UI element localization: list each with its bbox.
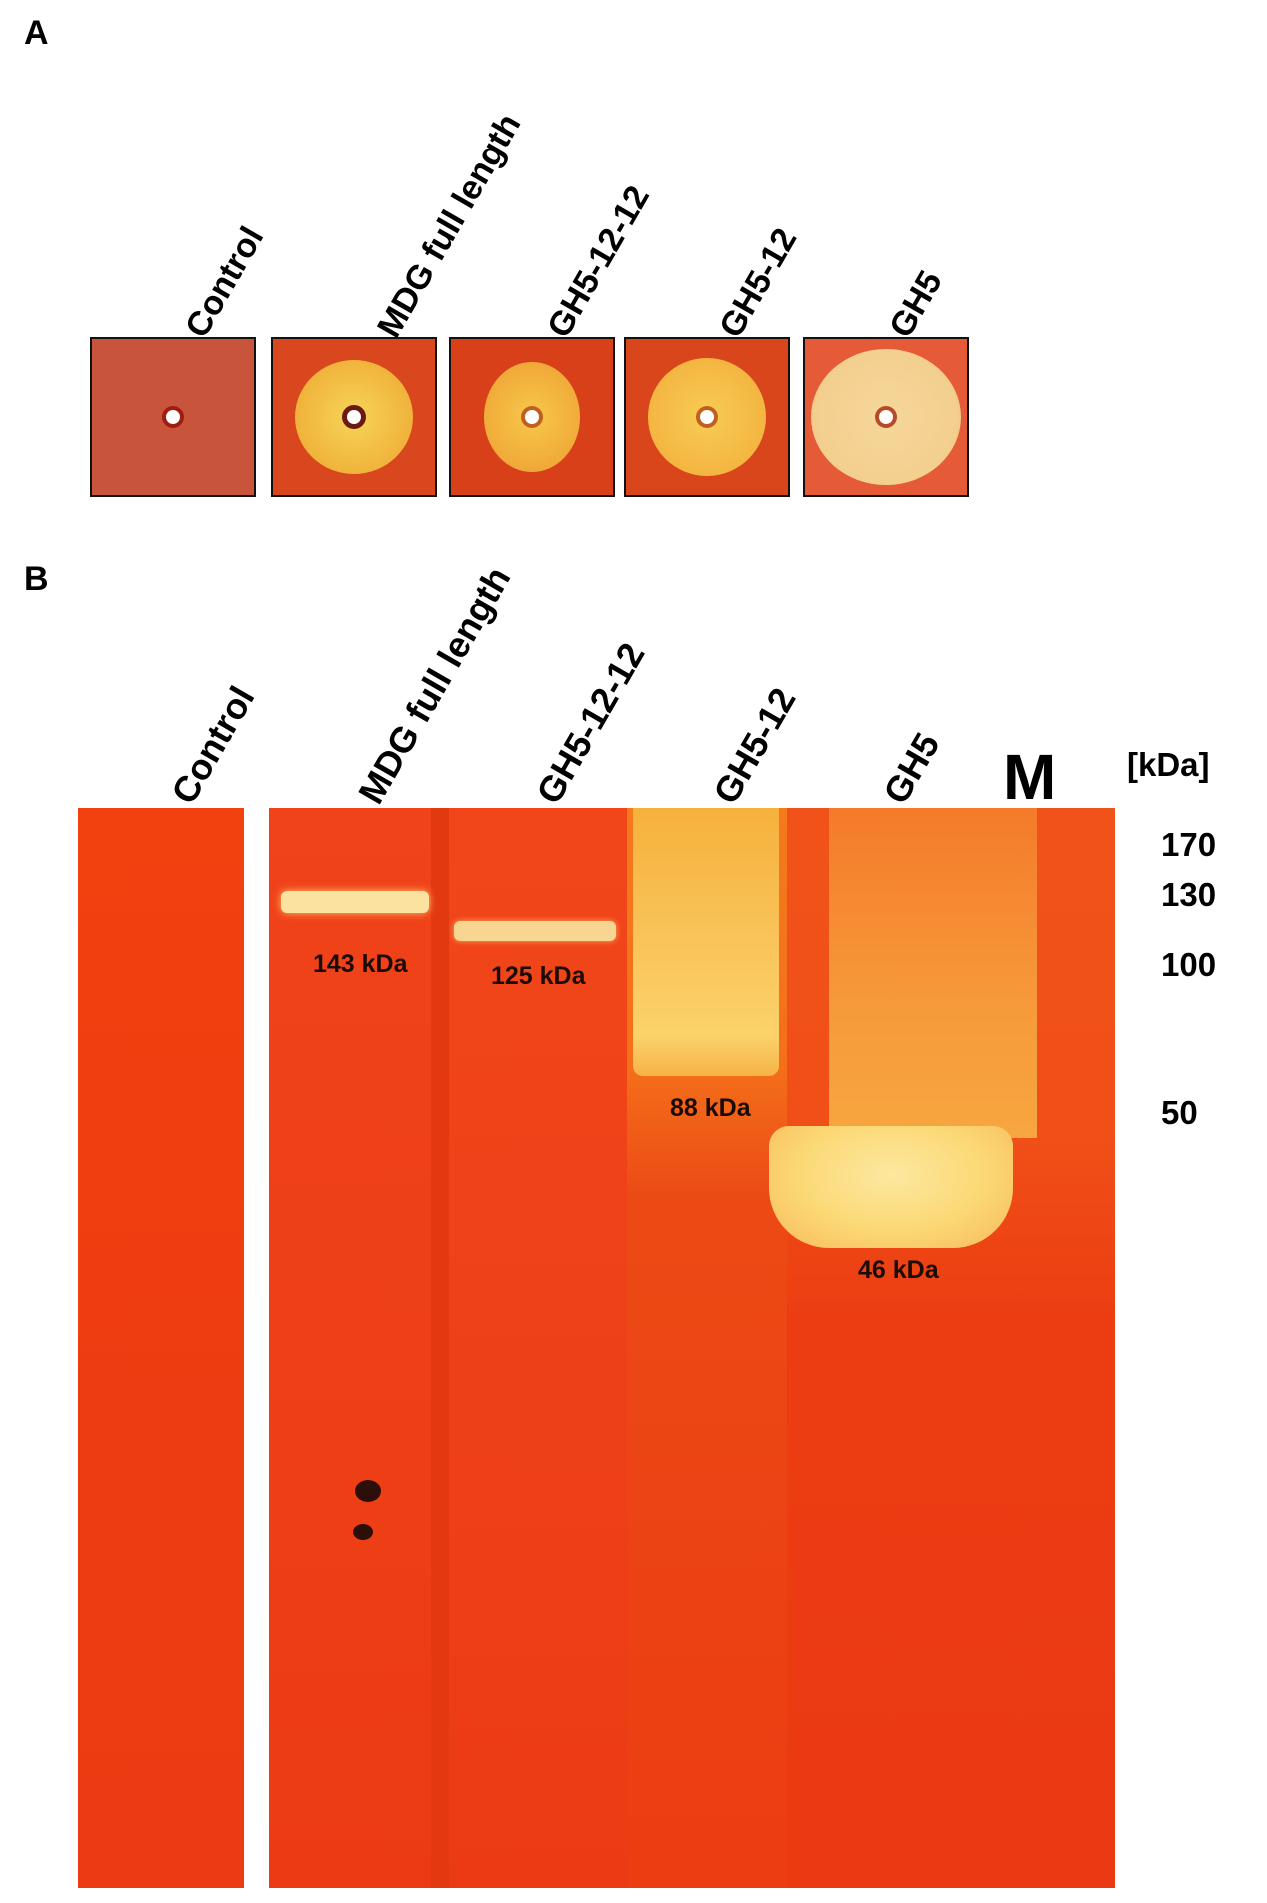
band-label-46-kda: 46 kDa xyxy=(858,1256,939,1284)
plate-mdg-full-length xyxy=(271,337,437,497)
panel-a-lane-label-gh5-12: GH5-12 xyxy=(712,221,805,344)
band-88-kda xyxy=(633,808,779,1076)
panel-a-lane-label-mdg-full-length: MDG full length xyxy=(370,107,529,344)
marker-100: 100 xyxy=(1161,946,1217,983)
band-label-125-kda: 125 kDa xyxy=(491,962,586,990)
marker-170: 170 xyxy=(1161,826,1217,863)
panel-b-lane-label-gh5-12-12: GH5-12-12 xyxy=(528,635,653,811)
marker-lane-label: M xyxy=(1003,741,1057,813)
plate-well xyxy=(166,410,180,424)
plate-well xyxy=(525,410,539,424)
marker-50: 50 xyxy=(1161,1094,1198,1131)
panel-a-lane-label-control: Control xyxy=(178,220,272,344)
plate-gh5-12 xyxy=(624,337,790,497)
plate-well xyxy=(879,410,893,424)
lane-gap xyxy=(431,808,449,1888)
gel-smudge xyxy=(355,1480,381,1502)
smear-gh5 xyxy=(829,808,1037,1138)
panel-a-lane-label-gh5-12-12: GH5-12-12 xyxy=(540,179,658,344)
marker-130: 130 xyxy=(1161,876,1217,913)
panel-b-letter: B xyxy=(24,560,49,598)
gel-control xyxy=(78,808,244,1888)
gel-main xyxy=(269,808,1115,1888)
band-143-kda xyxy=(281,891,429,913)
plate-well xyxy=(347,410,361,424)
gel-smudge xyxy=(353,1524,373,1540)
panel-b-lane-label-gh5-12: GH5-12 xyxy=(705,680,804,811)
plate-control xyxy=(90,337,256,497)
lane-gh5-12-12 xyxy=(449,808,627,1888)
panel-a-lane-label-gh5: GH5 xyxy=(882,264,950,344)
band-label-143-kda: 143 kDa xyxy=(313,950,408,978)
band-label-88-kda: 88 kDa xyxy=(670,1094,751,1122)
panel-b-lane-label-gh5: GH5 xyxy=(875,725,948,811)
band-125-kda xyxy=(454,921,616,941)
lane-mdg-full-length xyxy=(269,808,431,1888)
panel-b-lane-label-mdg-full-length: MDG full length xyxy=(350,559,519,811)
plate-well xyxy=(700,410,714,424)
plate-gh5-12-12 xyxy=(449,337,615,497)
panel-b-lane-label-control: Control xyxy=(163,679,263,811)
plate-gh5 xyxy=(803,337,969,497)
panel-a-letter: A xyxy=(24,14,49,52)
unit-label: [kDa] xyxy=(1127,746,1210,783)
band-46-kda xyxy=(769,1126,1013,1248)
